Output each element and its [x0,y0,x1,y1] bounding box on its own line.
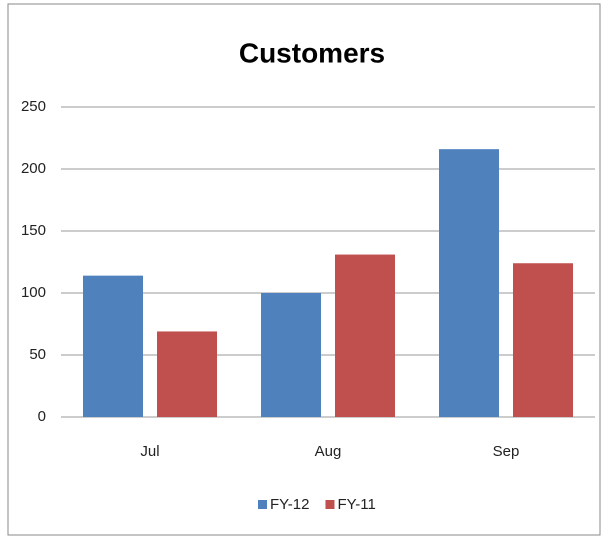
y-tick-label: 0 [38,408,46,425]
legend-swatch [258,500,267,509]
y-tick-label: 200 [21,160,46,177]
x-tick-label: Aug [315,443,342,460]
bar [83,275,143,417]
y-tick-label: 100 [21,284,46,301]
y-tick-label: 250 [21,98,46,115]
bar [157,331,217,417]
chart-frame [7,3,601,536]
legend-label: FY-11 [337,496,375,513]
legend-label: FY-12 [270,496,309,513]
x-tick-label: Jul [140,443,159,460]
legend-swatch [325,500,335,509]
y-tick-label: 50 [29,346,46,363]
x-tick-label: Sep [493,443,520,460]
bar [335,254,395,417]
bar [261,293,321,417]
bar [513,263,573,417]
y-tick-label: 150 [21,222,46,239]
chart-title: Customers [239,37,385,68]
bar [439,149,499,417]
